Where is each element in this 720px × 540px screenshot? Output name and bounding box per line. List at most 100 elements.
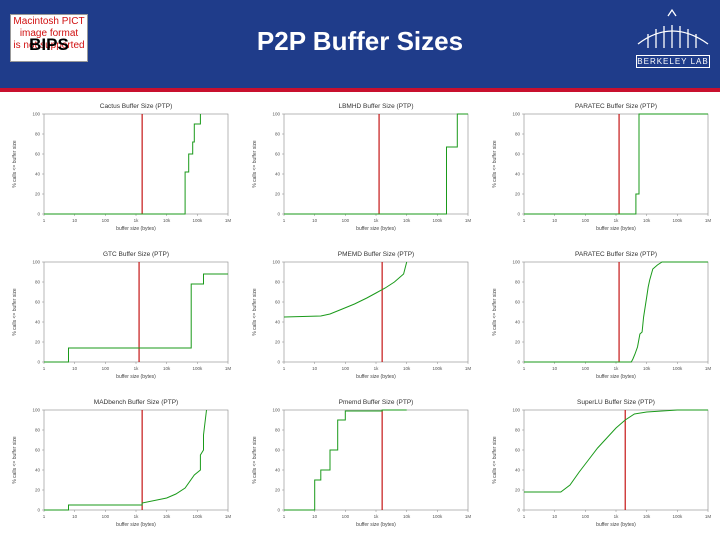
y-tick-label: 60 xyxy=(275,448,281,453)
x-tick-label: 10 xyxy=(552,218,558,223)
x-tick-label: 100 xyxy=(342,218,350,223)
chart-panel-4: GTC Buffer Size (PTP) 1 10 100 1k 10k 100k 1M 0 2… xyxy=(12,251,231,380)
y-tick-label: 0 xyxy=(517,360,520,365)
y-tick-label: 40 xyxy=(35,172,41,177)
plot-frame xyxy=(283,113,469,215)
x-tick-label: 10k xyxy=(643,366,651,371)
x-tick-label: 1M xyxy=(225,514,232,519)
x-tick-label: 1 xyxy=(43,218,46,223)
chart-panel-8: Pmemd Buffer Size (PTP) 1 10 100 1k 10k 100k 1M… xyxy=(252,399,471,528)
x-tick-label: 1k xyxy=(374,218,380,223)
y-tick-label: 60 xyxy=(35,152,41,157)
y-tick-label: 20 xyxy=(35,488,41,493)
series-line-calls xyxy=(284,409,407,511)
chart-title: PMEMD Buffer Size (PTP) xyxy=(338,251,414,258)
chart-panel-3: PARATEC Buffer Size (PTP) 1 10 100 1k 10k 100k… xyxy=(492,103,711,232)
y-axis-label: % calls <= buffer size xyxy=(252,288,258,336)
y-tick-label: 80 xyxy=(35,132,41,137)
y-axis-label: % calls <= buffer size xyxy=(492,436,498,484)
x-tick-label: 10k xyxy=(163,366,171,371)
y-tick-label: 100 xyxy=(32,112,40,117)
y-tick-label: 0 xyxy=(277,360,280,365)
x-tick-label: 100k xyxy=(192,218,203,223)
x-tick-label: 1 xyxy=(283,366,286,371)
x-tick-label: 1 xyxy=(523,366,526,371)
x-tick-label: 1 xyxy=(523,514,526,519)
x-tick-label: 10 xyxy=(312,514,318,519)
x-axis-label: buffer size (bytes) xyxy=(356,226,396,232)
x-tick-label: 10k xyxy=(403,514,411,519)
y-tick-label: 40 xyxy=(515,320,521,325)
x-tick-label: 1M xyxy=(225,366,232,371)
x-axis-label: buffer size (bytes) xyxy=(116,374,156,380)
x-tick-label: 10k xyxy=(163,514,171,519)
chart-title: PARATEC Buffer Size (PTP) xyxy=(575,251,657,258)
x-tick-label: 1 xyxy=(283,218,286,223)
chart-title: SuperLU Buffer Size (PTP) xyxy=(577,399,655,406)
x-tick-label: 10k xyxy=(643,514,651,519)
x-axis-label: buffer size (bytes) xyxy=(116,522,156,528)
plot-frame xyxy=(523,113,709,215)
y-axis-label: % calls <= buffer size xyxy=(12,140,18,188)
x-tick-label: 100k xyxy=(432,366,443,371)
charts-svg: Cactus Buffer Size (PTP)1 10 100 1k 10k 100k 1… xyxy=(12,103,711,528)
y-tick-label: 60 xyxy=(35,300,41,305)
y-tick-label: 40 xyxy=(515,468,521,473)
pict-line-3: is not supported xyxy=(13,40,85,51)
y-tick-label: 0 xyxy=(37,508,40,513)
y-tick-label: 100 xyxy=(272,260,280,265)
lab-building-icon xyxy=(637,8,709,48)
x-axis-label: buffer size (bytes) xyxy=(116,226,156,232)
x-tick-label: 100k xyxy=(192,366,203,371)
y-tick-label: 80 xyxy=(35,428,41,433)
y-axis-label: % calls <= buffer size xyxy=(492,288,498,336)
x-tick-label: 100 xyxy=(102,366,110,371)
x-axis-label: buffer size (bytes) xyxy=(596,522,636,528)
x-tick-label: 10 xyxy=(72,366,78,371)
x-tick-label: 1M xyxy=(465,514,472,519)
x-tick-label: 1k xyxy=(614,218,620,223)
x-tick-label: 10 xyxy=(312,366,318,371)
y-tick-label: 20 xyxy=(35,340,41,345)
x-axis-label: buffer size (bytes) xyxy=(596,374,636,380)
slide-title: P2P Buffer Sizes xyxy=(256,26,464,56)
y-axis-label: % calls <= buffer size xyxy=(492,140,498,188)
x-tick-label: 1k xyxy=(134,366,140,371)
y-tick-label: 40 xyxy=(275,320,281,325)
chart-title: Cactus Buffer Size (PTP) xyxy=(100,103,173,110)
y-axis-label: % calls <= buffer size xyxy=(252,140,258,188)
series-line-calls xyxy=(44,114,201,215)
x-tick-label: 100 xyxy=(342,366,350,371)
x-tick-label: 1k xyxy=(134,218,140,223)
series-line-calls xyxy=(283,261,408,318)
y-tick-label: 60 xyxy=(515,152,521,157)
series-line-calls xyxy=(44,273,228,363)
chart-title: MADbench Buffer Size (PTP) xyxy=(94,399,178,406)
x-tick-label: 1M xyxy=(465,218,472,223)
x-tick-label: 100 xyxy=(582,366,590,371)
chart-title: Pmemd Buffer Size (PTP) xyxy=(339,399,414,406)
chart-title: PARATEC Buffer Size (PTP) xyxy=(575,103,657,110)
x-tick-label: 100 xyxy=(102,514,110,519)
plot-frame xyxy=(43,261,229,363)
x-tick-label: 1k xyxy=(614,514,620,519)
x-axis-label: buffer size (bytes) xyxy=(596,226,636,232)
y-tick-label: 0 xyxy=(277,212,280,217)
y-tick-label: 100 xyxy=(32,260,40,265)
y-tick-label: 100 xyxy=(272,112,280,117)
chart-panel-9: SuperLU Buffer Size (PTP) 1 10 100 1k 10k 100k… xyxy=(492,399,711,528)
y-tick-label: 40 xyxy=(35,468,41,473)
x-tick-label: 1k xyxy=(374,366,380,371)
x-tick-label: 1M xyxy=(705,218,712,223)
y-tick-label: 20 xyxy=(35,192,41,197)
y-tick-label: 20 xyxy=(515,192,521,197)
y-tick-label: 100 xyxy=(32,408,40,413)
x-tick-label: 10k xyxy=(403,218,411,223)
x-tick-label: 100k xyxy=(192,514,203,519)
y-tick-label: 100 xyxy=(512,260,520,265)
pict-line-2: image format xyxy=(19,28,79,39)
x-axis-label: buffer size (bytes) xyxy=(356,374,396,380)
bips-label: BIPS xyxy=(29,35,69,54)
y-axis-label: % calls <= buffer size xyxy=(12,288,18,336)
x-tick-label: 10k xyxy=(163,218,171,223)
